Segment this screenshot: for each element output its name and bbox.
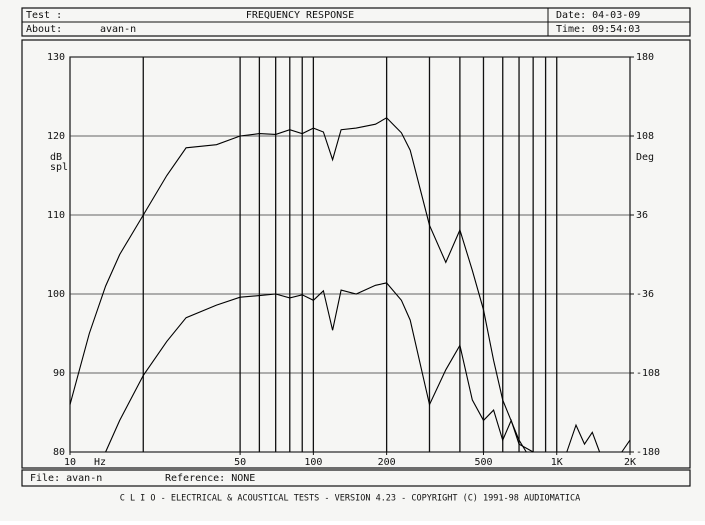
y-tick-label: 130 — [47, 52, 65, 63]
x-tick-label: 2K — [624, 457, 636, 468]
header-time: Time: 09:54:03 — [556, 24, 640, 35]
header-test: Test : — [26, 10, 62, 21]
y-tick-label: 110 — [47, 210, 65, 221]
y2-axis-label: Deg — [636, 152, 654, 163]
y-tick-label: 100 — [47, 289, 65, 300]
y-tick-label: 120 — [47, 131, 65, 142]
y2-tick-label: -108 — [636, 368, 660, 379]
y-axis-label: dB — [50, 152, 62, 163]
x-tick-label: 100 — [304, 457, 322, 468]
plot: 80 90 100 110 120 130 -180 -108 -36 36 108 180 10 50 1… — [47, 52, 660, 468]
header-about-value: avan-n — [100, 24, 136, 35]
y-axis-label: spl — [50, 162, 68, 173]
response-curve — [69, 117, 527, 453]
footer-reference: Reference: NONE — [165, 473, 255, 484]
footer-box — [21, 469, 691, 487]
y-tick-label: 90 — [53, 368, 65, 379]
header-about: About: — [26, 24, 62, 35]
y2-tick-label: -180 — [636, 447, 660, 458]
header-date: Date: 04-03-09 — [556, 10, 640, 21]
footer-file: File: avan-n — [30, 473, 102, 484]
response-curve — [105, 282, 631, 453]
x-tick-label: 500 — [474, 457, 492, 468]
x-tick-label: 50 — [234, 457, 246, 468]
x-tick-label: 1K — [551, 457, 563, 468]
header-title: FREQUENCY RESPONSE — [246, 10, 354, 21]
y2-tick-label: 36 — [636, 210, 648, 221]
y2-tick-label: 180 — [636, 52, 654, 63]
plot-box — [21, 39, 691, 469]
y2-tick-label: 108 — [636, 131, 654, 142]
x-axis-label: Hz — [94, 457, 106, 468]
y-tick-label: 80 — [53, 447, 65, 458]
x-tick-label: 10 — [64, 457, 76, 468]
y2-tick-label: -36 — [636, 289, 654, 300]
x-tick-label: 200 — [378, 457, 396, 468]
footer-credits: C L I O - ELECTRICAL & ACOUSTICAL TESTS … — [120, 494, 581, 504]
